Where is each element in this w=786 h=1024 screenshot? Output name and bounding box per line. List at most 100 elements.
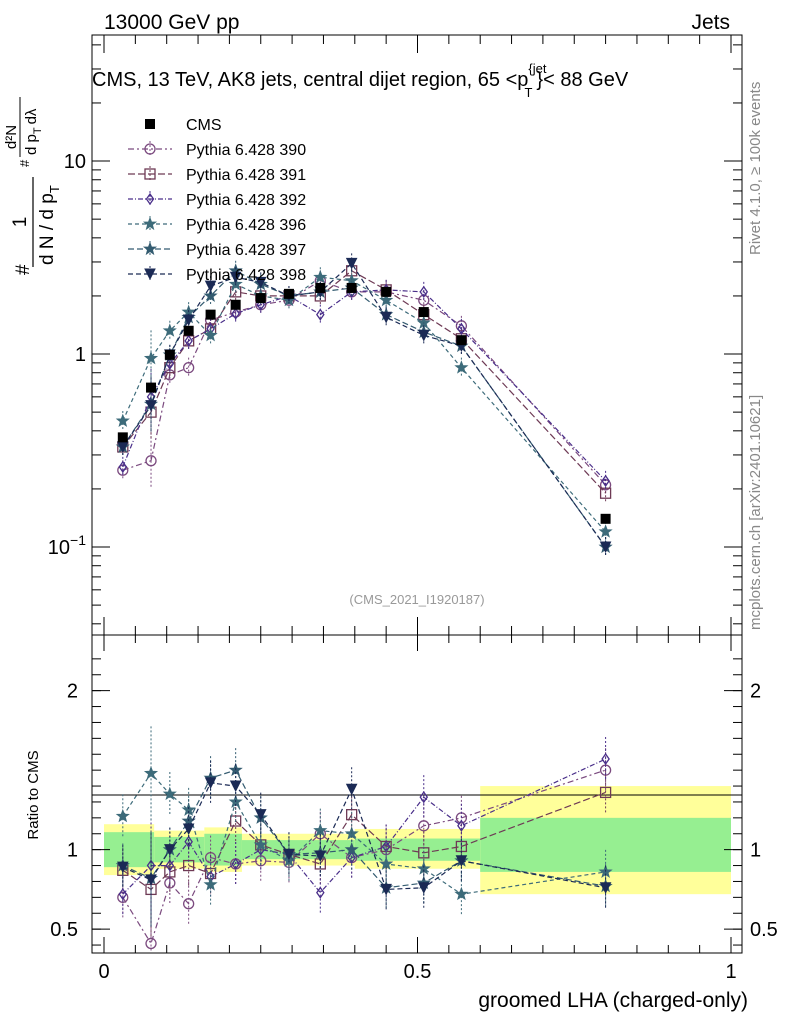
ratio-tick-label-r-0: 0.5: [750, 919, 778, 941]
ratio-point-5-7: [283, 848, 295, 861]
ratio-point-3-12: [454, 886, 469, 901]
series-line-2: [122, 289, 607, 482]
series-point-5-6: [254, 276, 267, 289]
x-tick-label-0: 0: [98, 961, 109, 983]
cms-point-5: [230, 299, 241, 310]
series-point-3-2: [162, 323, 177, 337]
rivet-label: Rivet 4.1.0, ≥ 100k events: [747, 82, 764, 255]
ratio-tick-label-2: 2: [67, 681, 78, 703]
y-tick-label-2: 10: [64, 151, 86, 173]
ratio-point-5-13: [599, 882, 612, 894]
y-label-hash-right: #: [17, 159, 32, 167]
ratio-point-3-6: [253, 837, 268, 851]
ratio-tick-label-r-1: 1: [750, 840, 761, 862]
series-lines: [115, 253, 613, 558]
ratio-point-1-9: [346, 809, 358, 821]
ratio-point-5-5: [229, 780, 242, 793]
ratio-point-3-2: [162, 786, 177, 801]
legend-marker-1: [144, 143, 156, 155]
legend-label-1: Pythia 6.428 390: [186, 142, 306, 159]
y-label-one: 1: [10, 217, 31, 228]
ratio-point-5-11: [417, 882, 430, 894]
ratio-point-2-0: [118, 888, 128, 901]
series-line-0: [122, 280, 607, 486]
axis-ticks: 0 0.5 1 10−1 1 10 0.5 0.5 1 1 2 2: [48, 35, 778, 983]
legend-label-0: CMS: [186, 117, 222, 134]
series-point-2-11: [419, 285, 429, 298]
ratio-tick-label-r-2: 2: [750, 681, 761, 703]
series-line-1: [122, 270, 607, 494]
ratio-line-5: [122, 782, 606, 891]
cms-point-6: [255, 293, 266, 304]
cms-point-7: [283, 288, 294, 299]
ratio-y-label: Ratio to CMS: [25, 750, 42, 839]
ratio-point-2-3: [184, 835, 193, 848]
legend-marker-6: [144, 268, 156, 281]
ratio-point-3-0: [115, 808, 130, 823]
ratio-point-3-8: [313, 823, 328, 837]
series-line-3: [122, 276, 607, 533]
ratio-point-5-1: [145, 874, 157, 886]
chart-title: CMS, 13 TeV, AK8 jets, central dijet reg…: [92, 61, 629, 100]
series-point-5-4: [204, 280, 217, 293]
ratio-point-5-12: [455, 855, 468, 867]
series-point-5-3: [182, 314, 195, 327]
cms-point-1: [146, 382, 157, 393]
series-point-0-3: [182, 362, 195, 374]
ratio-tick-label-1: 1: [67, 840, 78, 862]
cms-point-4: [205, 309, 216, 320]
series-point-5-5: [229, 271, 242, 284]
band-green-1: [154, 836, 205, 863]
series-point-2-13: [601, 474, 610, 488]
ratio-point-2-11: [419, 791, 429, 804]
ratio-point-2-9: [347, 851, 356, 864]
x-axis-label: groomed LHA (charged-only): [478, 989, 748, 1012]
legend-marker-0: [145, 119, 155, 129]
cms-point-9: [346, 282, 357, 293]
legend-marker-2: [144, 168, 156, 180]
y-label-den: d pTdλ: [23, 108, 44, 155]
ratio-point-5-6: [254, 809, 267, 821]
ratio-point-4-9: [344, 842, 359, 856]
ratio-point-3-1: [143, 765, 159, 780]
ratio-point-0-1: [145, 937, 157, 950]
series-point-2-6: [256, 298, 266, 311]
ratio-point-1-13: [599, 786, 612, 799]
cms-point-8: [315, 282, 326, 293]
cms-point-0: [117, 432, 128, 443]
legend-marker-5: [142, 241, 158, 256]
series-point-3-1: [143, 350, 159, 365]
ratio-line-1: [122, 791, 606, 891]
series-point-2-8: [316, 308, 325, 321]
ratio-point-0-3: [182, 898, 195, 910]
legend-label-4: Pythia 6.428 396: [186, 217, 306, 234]
series-point-3-0: [115, 413, 130, 427]
ratio-line-2: [122, 758, 606, 895]
series-point-3-8: [313, 269, 328, 284]
series-point-2-5: [231, 307, 240, 320]
legend-label-2: Pythia 6.428 391: [186, 167, 306, 184]
header-jets: Jets: [691, 11, 730, 34]
ratio-point-2-8: [316, 886, 325, 899]
ratio-point-5-2: [164, 844, 176, 856]
y-label-hash-left: #: [13, 264, 34, 275]
y-tick-label-1: 1: [75, 344, 86, 366]
y-axis-label: # 1 d N / d pT # d²N d pTdλ: [3, 97, 62, 275]
y-tick-label-0: 10−1: [48, 532, 86, 559]
x-tick-label-1: 0.5: [404, 961, 432, 983]
ratio-tick-label-0: 0.5: [50, 919, 78, 941]
cms-data-points: [117, 282, 611, 524]
series-point-5-13: [599, 541, 612, 554]
legend: CMS Pythia 6.428 390 Pythia 6.428 391 Pythi…: [128, 117, 306, 284]
series-line-5: [122, 262, 607, 548]
ratio-point-5-4: [204, 777, 217, 789]
series-point-3-10: [379, 292, 394, 307]
series-point-4-4: [203, 288, 218, 302]
series-point-2-0: [118, 460, 128, 474]
ratio-point-2-2: [165, 859, 175, 872]
series-point-0-1: [145, 455, 157, 467]
series-point-2-12: [457, 322, 466, 336]
x-tick-label-2: 1: [725, 961, 736, 983]
ratio-point-3-4: [203, 877, 218, 891]
ratio-point-0-11: [418, 820, 430, 832]
